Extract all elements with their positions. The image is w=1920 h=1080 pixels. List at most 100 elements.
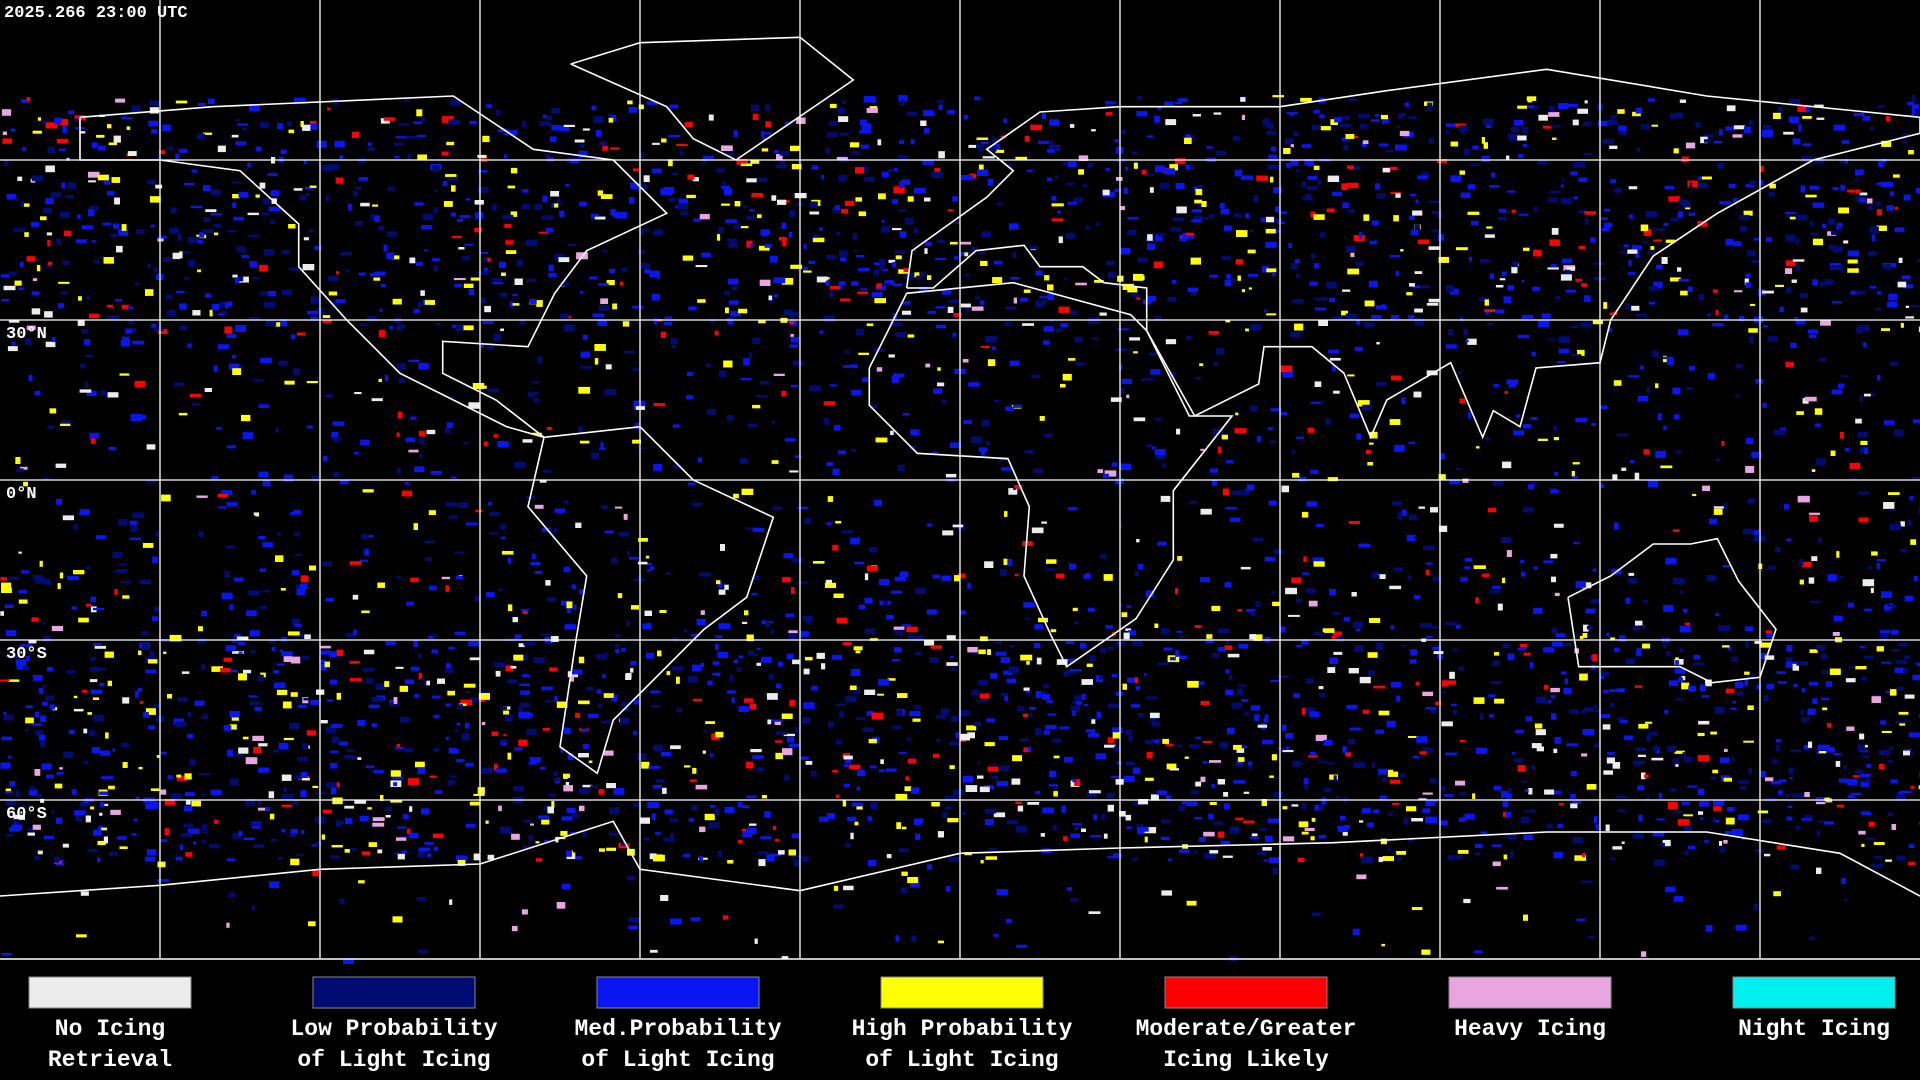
icing-pixel: [339, 898, 345, 904]
icing-pixel: [393, 142, 405, 146]
icing-pixel: [932, 574, 941, 579]
icing-pixel: [1506, 550, 1512, 557]
icing-pixel: [1881, 591, 1892, 599]
icing-pixel: [788, 231, 793, 238]
icing-pixel: [1247, 761, 1253, 767]
icing-pixel: [312, 785, 319, 788]
icing-pixel: [352, 594, 359, 600]
icing-pixel: [925, 363, 931, 368]
icing-pixel: [1, 736, 13, 741]
icing-pixel: [816, 276, 828, 283]
icing-pixel: [253, 379, 265, 382]
icing-pixel: [1786, 538, 1792, 541]
icing-pixel: [710, 318, 716, 323]
icing-pixel: [1333, 611, 1341, 615]
icing-pixel: [1000, 692, 1008, 697]
icing-pixel: [566, 808, 576, 813]
icing-pixel: [136, 229, 145, 234]
icing-pixel: [1817, 537, 1822, 543]
icing-pixel: [1245, 213, 1250, 219]
icing-pixel: [1195, 188, 1203, 196]
icing-pixel: [1286, 112, 1299, 115]
icing-pixel: [887, 168, 894, 172]
icing-pixel: [79, 803, 90, 807]
icing-pixel: [1339, 124, 1352, 128]
icing-pixel: [1025, 713, 1033, 717]
icing-pixel: [743, 205, 748, 208]
icing-pixel: [1491, 844, 1502, 847]
icing-pixel: [1560, 671, 1567, 675]
icing-pixel: [701, 252, 711, 258]
icing-pixel: [851, 802, 863, 807]
icing-pixel: [557, 125, 570, 132]
icing-pixel: [1221, 434, 1228, 440]
icing-pixel: [1685, 142, 1696, 149]
icing-pixel: [1862, 755, 1870, 759]
icing-pixel: [1070, 833, 1081, 839]
icing-pixel: [1887, 301, 1898, 308]
icing-pixel: [1313, 263, 1320, 269]
icing-pixel: [1504, 391, 1508, 394]
icing-pixel: [294, 97, 306, 105]
icing-pixel: [1206, 146, 1213, 149]
icing-pixel: [82, 689, 88, 693]
icing-pixel: [858, 352, 869, 355]
icing-pixel: [457, 704, 463, 710]
icing-pixel: [1693, 654, 1700, 660]
icing-pixel: [1026, 169, 1033, 172]
icing-pixel: [184, 773, 192, 780]
icing-pixel: [786, 653, 794, 660]
icing-pixel: [1063, 671, 1070, 677]
icing-pixel: [1628, 186, 1638, 190]
icing-pixel: [1371, 220, 1380, 226]
icing-pixel: [904, 786, 912, 792]
icing-pixel: [1119, 811, 1126, 817]
icing-pixel: [31, 222, 40, 227]
icing-pixel: [119, 846, 128, 849]
icing-pixel: [92, 607, 105, 611]
icing-pixel: [1395, 271, 1399, 276]
icing-pixel: [608, 117, 614, 123]
icing-pixel: [1144, 827, 1157, 834]
icing-pixel: [1072, 710, 1076, 716]
icing-pixel: [1887, 812, 1894, 816]
icing-pixel: [1227, 653, 1240, 658]
icing-pixel: [1628, 272, 1636, 275]
icing-pixel: [952, 524, 964, 528]
icing-pixel: [693, 218, 701, 222]
icing-pixel: [121, 304, 130, 309]
icing-pixel: [525, 239, 537, 247]
icing-pixel: [448, 748, 459, 754]
icing-pixel: [433, 846, 439, 851]
icing-pixel: [510, 301, 514, 307]
icing-pixel: [948, 856, 960, 862]
icing-pixel: [1849, 462, 1861, 469]
icing-pixel: [1679, 648, 1684, 653]
icing-pixel: [1274, 791, 1284, 798]
icing-pixel: [1891, 824, 1897, 830]
icing-pixel: [945, 806, 951, 810]
icing-pixel: [1232, 490, 1243, 496]
icing-pixel: [1052, 825, 1057, 831]
icing-pixel: [1187, 287, 1198, 292]
icing-pixel: [1600, 483, 1604, 488]
icing-pixel: [1513, 430, 1524, 436]
icing-pixel: [783, 309, 793, 316]
icing-pixel: [1335, 795, 1340, 799]
icing-pixel: [1125, 166, 1129, 171]
icing-pixel: [1105, 625, 1113, 629]
icing-pixel: [1910, 539, 1917, 545]
icing-pixel: [1029, 707, 1036, 710]
icing-pixel: [1057, 210, 1061, 214]
icing-pixel: [1634, 472, 1640, 480]
icing-pixel: [1697, 732, 1705, 737]
icing-pixel: [1315, 524, 1325, 527]
icing-pixel: [1106, 793, 1115, 798]
icing-pixel: [156, 879, 169, 882]
icing-pixel: [243, 837, 255, 840]
icing-pixel: [1242, 745, 1248, 748]
icing-pixel: [1432, 210, 1443, 215]
icing-pixel: [1433, 651, 1444, 654]
icing-pixel: [1722, 645, 1730, 648]
icing-pixel: [1550, 553, 1558, 559]
